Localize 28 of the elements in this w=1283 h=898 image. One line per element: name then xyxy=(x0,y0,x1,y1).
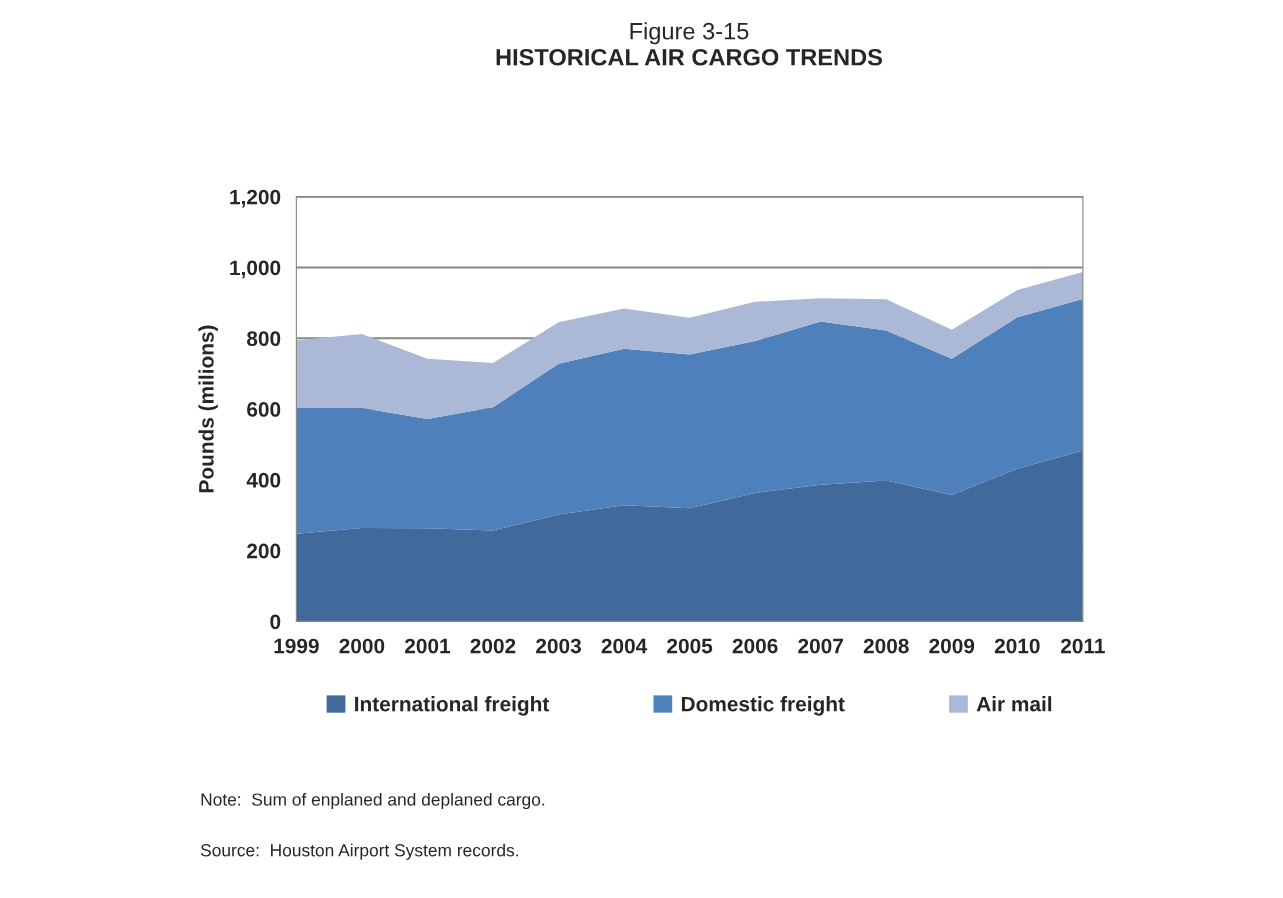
chart-title: Figure 3-15 xyxy=(630,22,749,45)
x-tick-label: 1999 xyxy=(274,638,319,654)
y-tick-label: 400 xyxy=(246,472,281,488)
text: Note: Sum of enplaned and deplaned cargo. xyxy=(201,792,545,810)
y-tick-label: 800 xyxy=(247,331,281,346)
x-tick-label: 2001 xyxy=(405,638,451,654)
x-tick-label: 2002 xyxy=(470,638,516,654)
x-tick-label: 2009 xyxy=(929,638,975,654)
x-tick-label: 2003 xyxy=(536,638,581,654)
legend-label: International freight xyxy=(355,696,550,716)
x-tick-label: 2000 xyxy=(339,638,385,654)
x-tick-label: 2007 xyxy=(798,638,843,654)
y-tick-label: 600 xyxy=(247,402,281,417)
y-tick-label: 200 xyxy=(247,543,281,559)
chart-subtitle: HISTORICAL AIR CARGO TRENDS xyxy=(496,48,882,66)
legend-label: Air mail xyxy=(976,696,1052,712)
y-tick-label: 1,000 xyxy=(230,260,281,279)
x-tick-label: 2005 xyxy=(667,638,713,654)
legend-label: Domestic freight xyxy=(681,696,845,716)
x-tick-label: 2011 xyxy=(1060,638,1105,654)
x-tick-label: 2010 xyxy=(994,638,1040,654)
y-tick-label: 1,200 xyxy=(230,189,281,208)
x-tick-label: 2008 xyxy=(863,638,909,654)
y-tick-label: 0 xyxy=(270,614,281,630)
source-note: Source: Houston Airport System records. xyxy=(200,843,518,860)
x-tick-label: 2006 xyxy=(732,638,778,654)
x-tick-label: 2004 xyxy=(601,638,648,654)
y-axis-title: Pounds (milions) xyxy=(198,325,218,493)
